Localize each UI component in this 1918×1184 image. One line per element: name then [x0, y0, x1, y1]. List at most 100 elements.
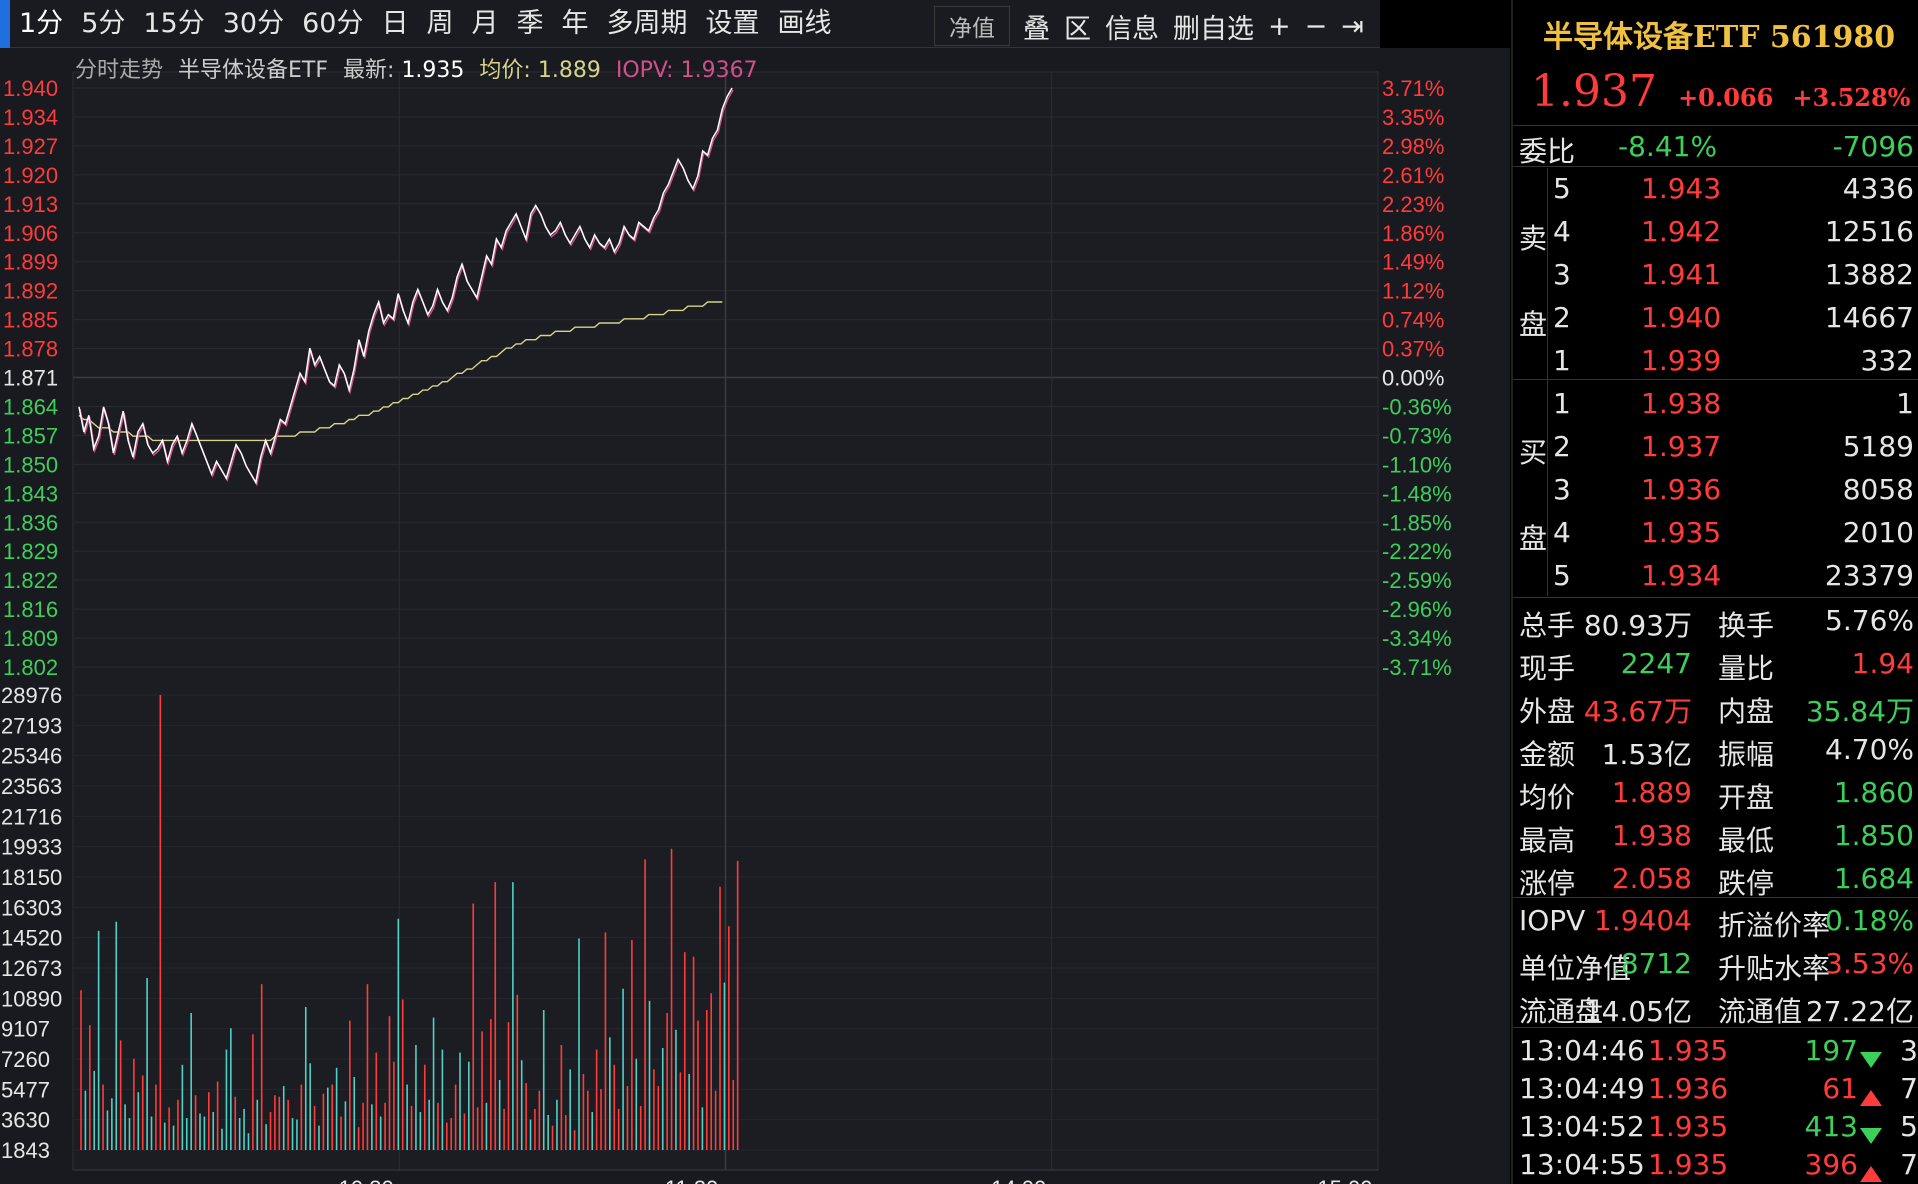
stat-label: 最高	[1519, 824, 1576, 857]
level-price: 1.940	[1641, 301, 1722, 334]
zoom-in-icon[interactable]: +	[1268, 10, 1291, 42]
tab-5min[interactable]: 5分	[81, 7, 126, 39]
stat-label: 升贴水率	[1718, 952, 1831, 985]
sell-level-row[interactable]: 2 1.940 14667	[1513, 297, 1918, 339]
latest-label: 最新:	[343, 58, 395, 83]
level-volume: 12516	[1824, 215, 1914, 248]
price-tick-label: 1.940	[3, 76, 58, 101]
stat-row: 总手 80.93万 换手 5.76%	[1513, 600, 1918, 642]
level-price: 1.937	[1641, 430, 1722, 463]
tab-15min[interactable]: 15分	[143, 7, 205, 39]
range-button[interactable]: 区	[1064, 13, 1091, 45]
tick-count: 5	[1900, 1110, 1918, 1143]
price-tick-label: 1.829	[3, 539, 58, 564]
tick-volume: 197	[1804, 1034, 1858, 1067]
settings-button[interactable]: 设置	[705, 7, 760, 39]
level-volume: 8058	[1842, 473, 1914, 506]
price-change: +0.066	[1678, 83, 1774, 112]
pct-tick-label: -3.71%	[1382, 655, 1452, 680]
level-volume: 23379	[1824, 559, 1914, 592]
price-tick-label: 1.878	[3, 337, 58, 362]
pct-tick-label: -1.10%	[1382, 452, 1452, 477]
arrow-down-icon	[1858, 1042, 1882, 1075]
volume-tick-label: 5477	[1, 1077, 50, 1102]
time-tick-label: 15:00	[1317, 1176, 1372, 1184]
pct-tick-label: -1.85%	[1382, 510, 1452, 535]
stat-label: IOPV	[1519, 904, 1586, 937]
sell-level-row[interactable]: 3 1.941 13882	[1513, 254, 1918, 296]
buy-level-row[interactable]: 3 1.936 8058	[1513, 469, 1918, 511]
tab-year[interactable]: 年	[561, 7, 589, 39]
tick-count: 7	[1900, 1072, 1918, 1105]
period-toolbar: 1分 5分 15分 30分 60分 日 周 月 季 年 多周期 设置 画线 净值…	[0, 0, 1380, 48]
orderbook-divider	[1513, 597, 1918, 598]
buy-level-row[interactable]: 5 1.934 23379	[1513, 555, 1918, 597]
stat-value: 14.05亿	[1583, 995, 1692, 1028]
level-volume: 332	[1860, 344, 1914, 377]
buy-level-row[interactable]: 1 1.938 1	[1513, 383, 1918, 425]
sell-level-row[interactable]: 5 1.943 4336	[1513, 168, 1918, 210]
tab-1min[interactable]: 1分	[19, 7, 64, 39]
tick-time: 13:04:52	[1519, 1110, 1645, 1143]
trade-tick-row: 13:04:55 1.935 396 7	[1513, 1144, 1918, 1184]
stat-label: 量比	[1718, 652, 1775, 685]
stat-label: 振幅	[1718, 738, 1775, 771]
stat-value: .8712	[1611, 947, 1692, 980]
stat-row: 现手 2247 量比 1.94	[1513, 643, 1918, 685]
intraday-chart[interactable]: 1.940 3.71% 1.934 3.35% 1.927 2.98% 1.920 2.61%…	[0, 48, 1510, 1184]
stat-value: 3.53%	[1825, 947, 1914, 980]
pct-tick-label: -1.48%	[1382, 481, 1452, 506]
price-tick-label: 1.822	[3, 568, 58, 593]
volume-tick-label: 16303	[1, 895, 62, 920]
orderbook-divider	[1513, 379, 1918, 380]
price-tick-label: 1.892	[3, 279, 58, 304]
level-volume: 5189	[1842, 430, 1914, 463]
stat-label: 金额	[1519, 738, 1576, 771]
stat-value: 1.94	[1851, 647, 1914, 680]
remove-watchlist-button[interactable]: 删自选	[1173, 13, 1254, 45]
stat-row: 金额 1.53亿 振幅 4.70%	[1513, 729, 1918, 771]
stat-value: 1.889	[1611, 776, 1692, 809]
level-price: 1.942	[1641, 215, 1722, 248]
volume-tick-label: 21716	[1, 804, 62, 829]
stat-label: 最低	[1718, 824, 1775, 857]
jump-end-icon[interactable]: ⇥	[1341, 10, 1364, 42]
price-tick-label: 1.906	[3, 221, 58, 246]
sell-side-label: 卖盘	[1519, 222, 1548, 341]
tab-quarter[interactable]: 季	[516, 7, 544, 39]
tab-60min[interactable]: 60分	[302, 7, 364, 39]
stat-label: 现手	[1519, 652, 1576, 685]
info-button[interactable]: 信息	[1105, 13, 1159, 45]
level-price: 1.934	[1641, 559, 1722, 592]
stat-label: 外盘	[1519, 695, 1576, 728]
arrow-up-icon	[1858, 1156, 1882, 1184]
stat-value: 4.70%	[1825, 733, 1914, 766]
volume-tick-label: 18150	[1, 865, 62, 890]
zoom-out-icon[interactable]: −	[1304, 10, 1328, 42]
volume-tick-label: 25346	[1, 744, 62, 769]
tab-week[interactable]: 周	[426, 7, 454, 39]
latest-value: 1.935	[401, 58, 465, 83]
sell-level-row[interactable]: 1 1.939 332	[1513, 340, 1918, 382]
draw-line-button[interactable]: 画线	[777, 7, 832, 39]
orderbook-vdivider	[1547, 168, 1548, 596]
stat-value: 1.684	[1833, 862, 1914, 895]
overlay-button[interactable]: 叠	[1023, 13, 1050, 45]
sell-level-row[interactable]: 4 1.942 12516	[1513, 211, 1918, 253]
pct-tick-label: 2.23%	[1382, 192, 1444, 217]
buy-level-row[interactable]: 4 1.935 2010	[1513, 512, 1918, 554]
tab-month[interactable]: 月	[471, 7, 499, 39]
tab-day[interactable]: 日	[381, 7, 409, 39]
avg-label: 均价:	[479, 58, 531, 83]
nav-button[interactable]: 净值	[934, 6, 1010, 46]
security-name: 半导体设备ETF	[178, 58, 329, 83]
price-tick-label: 1.857	[3, 423, 58, 448]
tab-30min[interactable]: 30分	[222, 7, 285, 39]
tab-multi-period[interactable]: 多周期	[606, 7, 688, 39]
level-volume: 13882	[1824, 258, 1914, 291]
stat-value: 1.938	[1611, 819, 1692, 852]
pct-tick-label: -3.34%	[1382, 626, 1452, 651]
buy-side-label: 买盘	[1519, 436, 1548, 555]
pct-tick-label: 2.61%	[1382, 163, 1444, 188]
buy-level-row[interactable]: 2 1.937 5189	[1513, 426, 1918, 468]
